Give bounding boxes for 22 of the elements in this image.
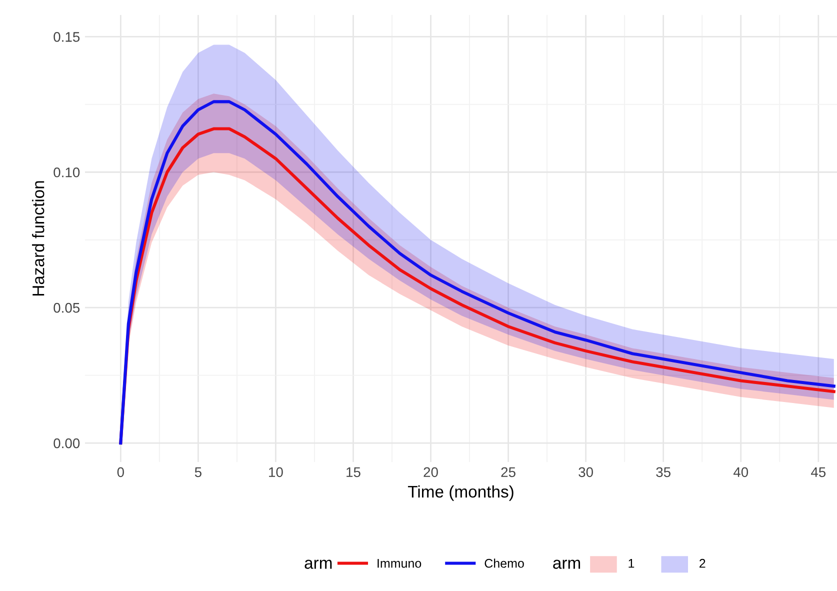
y-axis-title: Hazard function: [32, 181, 44, 296]
x-tick-label: 30: [578, 467, 593, 478]
x-tick-label: 25: [501, 467, 516, 478]
x-tick-label: 45: [810, 467, 826, 478]
text: 2: [700, 558, 706, 568]
text: arm: [304, 560, 332, 569]
y-tick-label: 0.00: [54, 438, 80, 448]
legend-title: arm: [553, 560, 580, 569]
legend-label: Chemo: [484, 558, 524, 568]
x-tick-label: 35: [656, 467, 670, 478]
x-tick-label: 40: [733, 467, 748, 478]
legend-label: Immuno: [378, 559, 422, 568]
text: 1: [628, 559, 634, 568]
y-tick-label: 0.05: [54, 302, 80, 313]
x-tick-label: 20: [424, 467, 438, 478]
x-tick-label: 5: [194, 467, 202, 478]
x-tick-label: 10: [269, 467, 283, 478]
y-tick-label: 0.10: [54, 167, 80, 178]
y-tick-label: 0.15: [54, 32, 80, 42]
x-axis-title: Time (months): [408, 485, 514, 501]
x-tick-label: 15: [346, 467, 360, 478]
x-tick-label: 0: [117, 467, 124, 478]
